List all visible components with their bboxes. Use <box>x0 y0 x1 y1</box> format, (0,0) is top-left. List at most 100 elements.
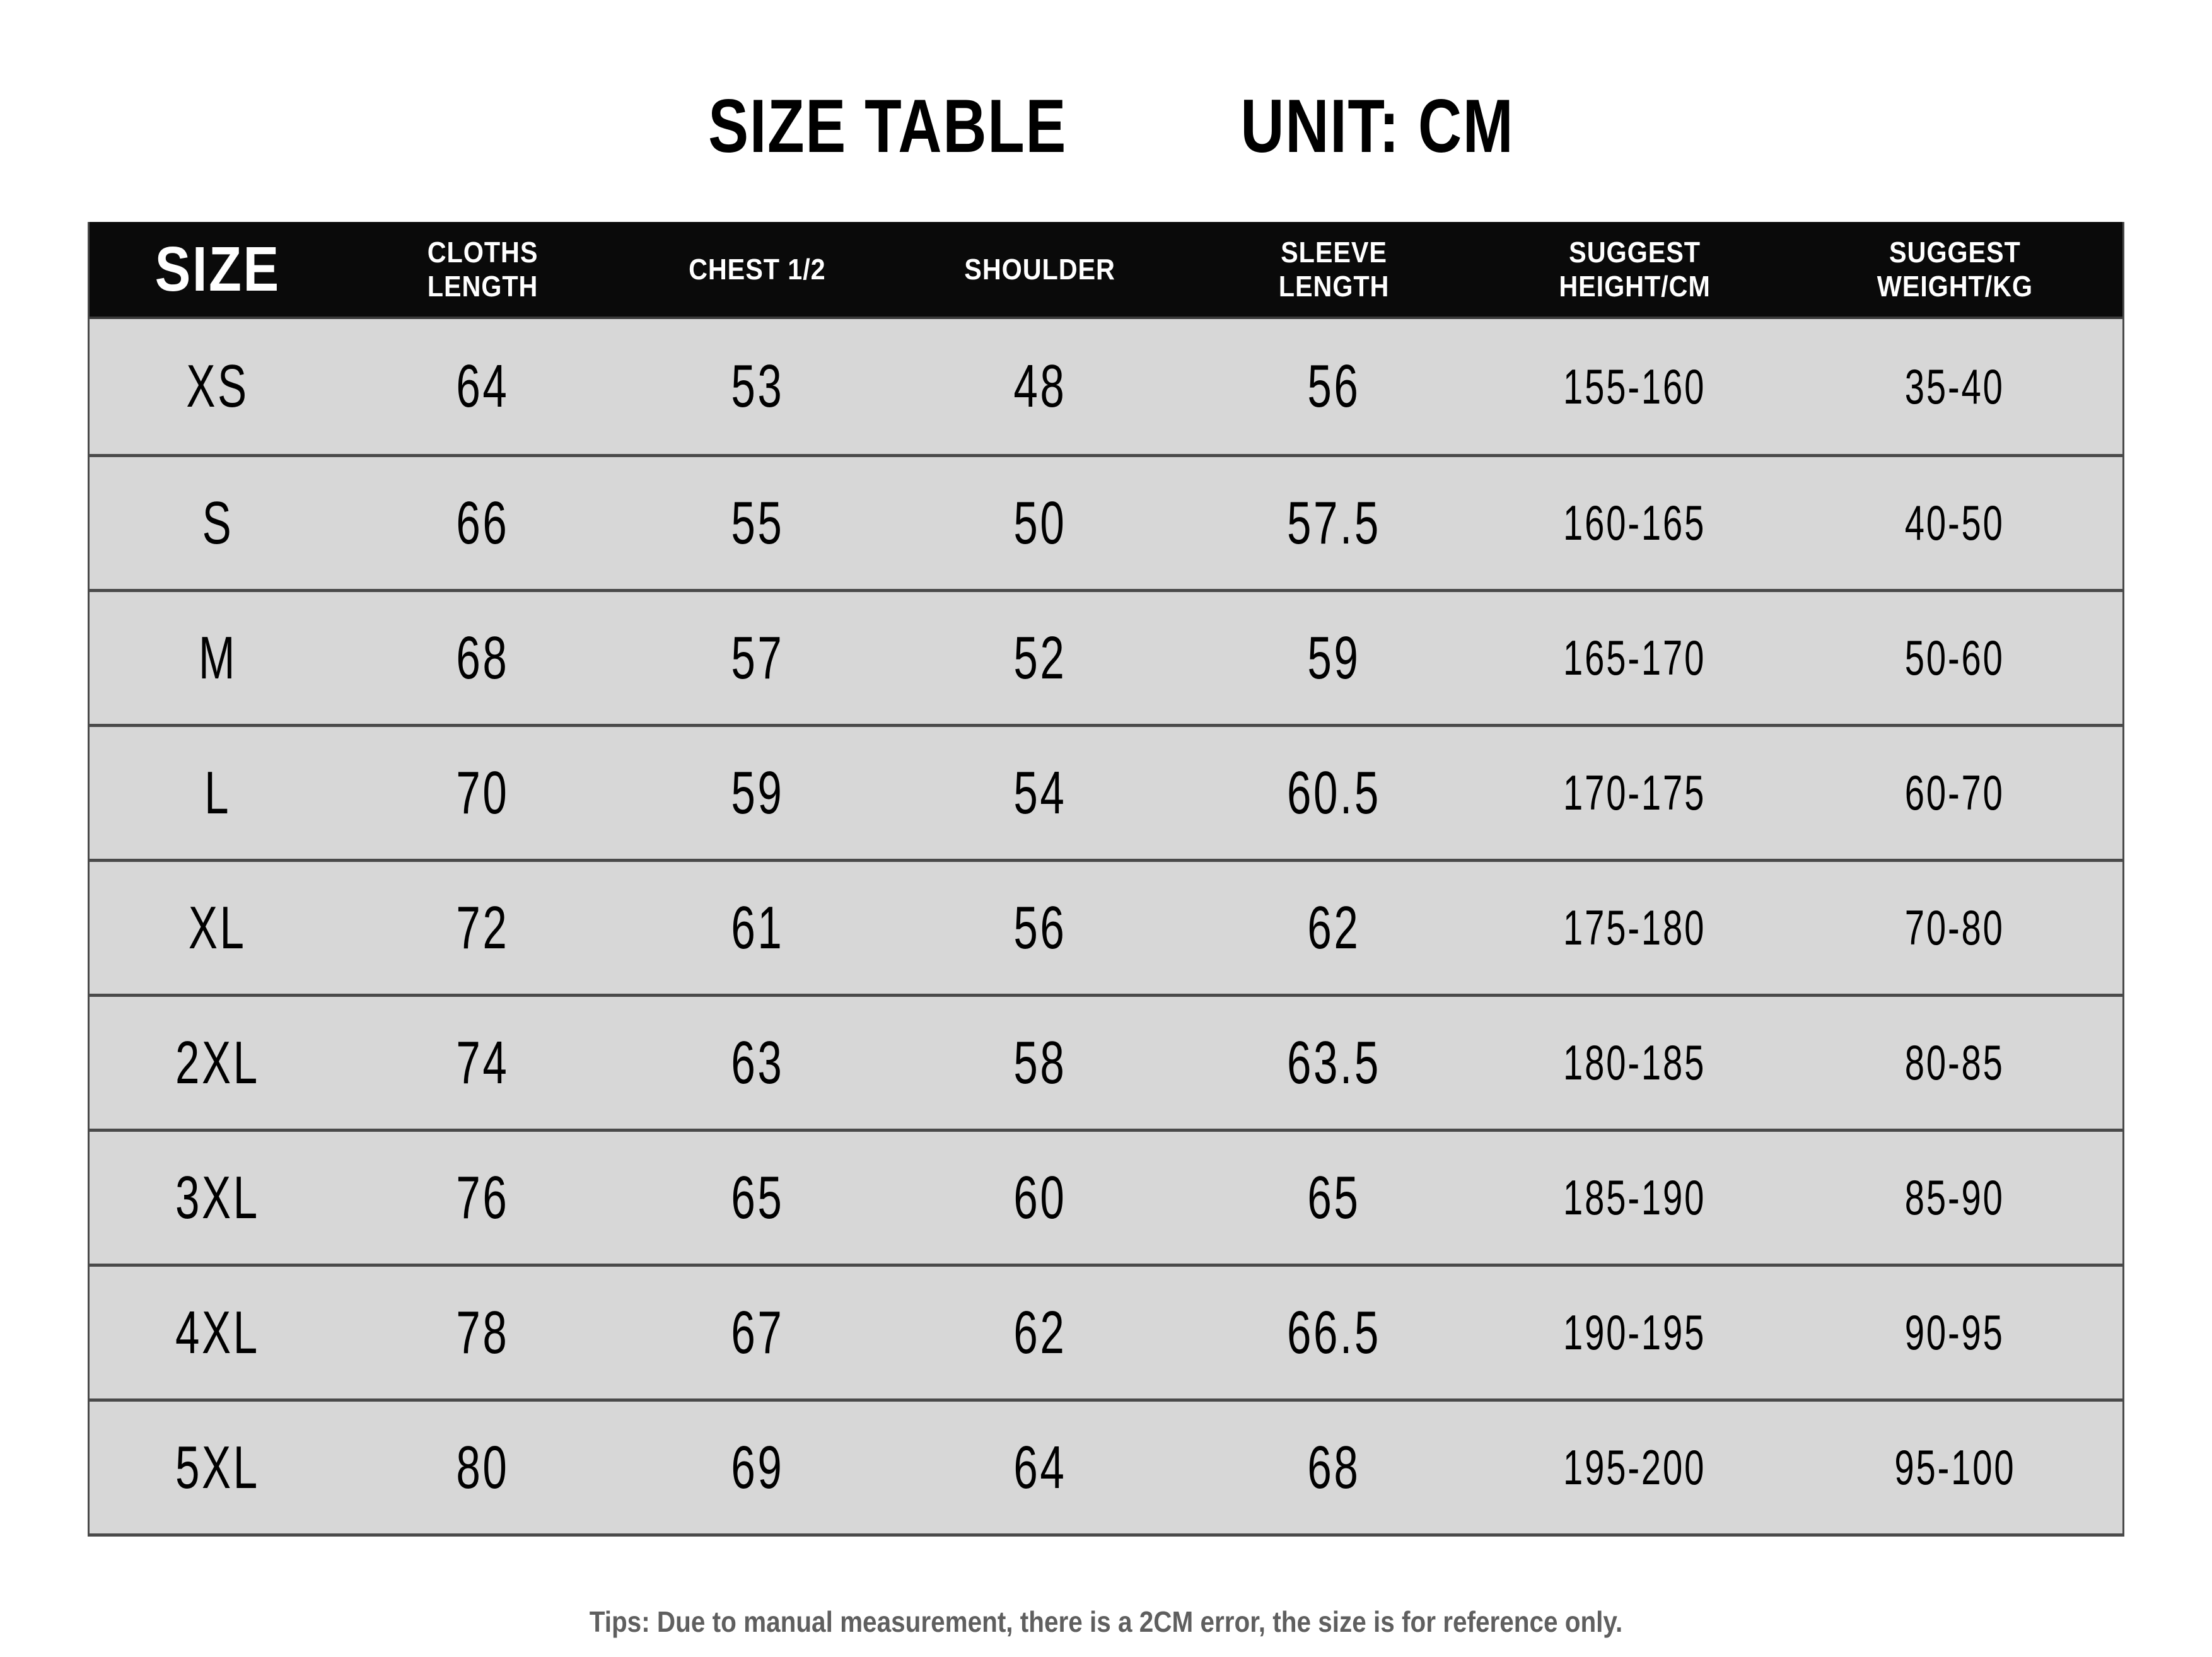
size-cell: XL <box>90 893 346 963</box>
cell-value: 60 <box>1013 1163 1067 1231</box>
cell-value: 155-160 <box>1563 358 1706 414</box>
table-row: 4XL 78 67 62 66.5 190-195 90-95 <box>90 1264 2122 1398</box>
cell-value: 68 <box>1307 1433 1361 1501</box>
cell-value: 76 <box>456 1163 509 1231</box>
size-cell: L <box>90 759 346 828</box>
cell-value: 56 <box>1307 352 1361 420</box>
cell-value: 62 <box>1307 893 1361 962</box>
cell-value: 52 <box>1013 624 1067 692</box>
cell-value: 95-100 <box>1894 1439 2016 1495</box>
column-header: CHEST 1/2 <box>620 252 894 286</box>
cell-value: 195-200 <box>1563 1439 1706 1495</box>
value-cell: 50 <box>895 489 1185 558</box>
value-cell: 60-70 <box>1787 764 2122 822</box>
column-header-label: CLOTHS LENGTH <box>428 235 538 303</box>
cell-value: 64 <box>456 352 509 420</box>
cell-value: 35-40 <box>1904 358 2005 414</box>
table-header-row: SIZE CLOTHS LENGTH CHEST 1/2 SHOULDER SLEEVE… <box>90 222 2122 317</box>
size-cell: 4XL <box>90 1298 346 1368</box>
value-cell: 90-95 <box>1787 1304 2122 1361</box>
value-cell: 57 <box>620 624 894 693</box>
footer-tip: Tips: Due to manual measurement, there i… <box>0 1605 2212 1639</box>
cell-value: 58 <box>1013 1028 1067 1096</box>
page-title: SIZE TABLE UNIT: CM <box>0 88 2212 164</box>
value-cell: 74 <box>346 1028 620 1098</box>
size-label: XL <box>189 893 247 962</box>
cell-value: 160-165 <box>1563 495 1706 550</box>
cell-value: 66.5 <box>1286 1298 1381 1366</box>
value-cell: 35-40 <box>1787 358 2122 416</box>
cell-value: 90-95 <box>1904 1305 2005 1360</box>
value-cell: 57.5 <box>1185 489 1482 558</box>
cell-value: 59 <box>1307 624 1361 692</box>
column-header: SUGGEST HEIGHT/CM <box>1482 235 1787 304</box>
cell-value: 68 <box>456 624 509 692</box>
cell-value: 64 <box>1013 1433 1067 1501</box>
value-cell: 80 <box>346 1433 620 1503</box>
table-row: XS 64 53 48 56 155-160 35-40 <box>90 319 2122 454</box>
value-cell: 185-190 <box>1482 1169 1787 1226</box>
value-cell: 52 <box>895 624 1185 693</box>
value-cell: 61 <box>620 893 894 963</box>
value-cell: 64 <box>895 1433 1185 1503</box>
value-cell: 69 <box>620 1433 894 1503</box>
size-label: 4XL <box>175 1298 260 1366</box>
size-label: L <box>204 759 231 827</box>
column-header: SLEEVE LENGTH <box>1185 235 1482 304</box>
value-cell: 68 <box>1185 1433 1482 1503</box>
value-cell: 85-90 <box>1787 1169 2122 1226</box>
cell-value: 57.5 <box>1286 489 1381 557</box>
value-cell: 165-170 <box>1482 629 1787 687</box>
cell-value: 54 <box>1013 759 1067 827</box>
value-cell: 70 <box>346 759 620 828</box>
value-cell: 72 <box>346 893 620 963</box>
cell-value: 48 <box>1013 352 1067 420</box>
value-cell: 66 <box>346 489 620 558</box>
cell-value: 180-185 <box>1563 1035 1706 1090</box>
cell-value: 61 <box>731 893 784 962</box>
cell-value: 62 <box>1013 1298 1067 1366</box>
value-cell: 175-180 <box>1482 899 1787 956</box>
value-cell: 155-160 <box>1482 358 1787 416</box>
table-row: M 68 57 52 59 165-170 50-60 <box>90 589 2122 724</box>
column-header: SIZE <box>90 232 346 306</box>
value-cell: 50-60 <box>1787 629 2122 687</box>
size-table: SIZE CLOTHS LENGTH CHEST 1/2 SHOULDER SLEEVE… <box>88 222 2124 1537</box>
table-row: S 66 55 50 57.5 160-165 40-50 <box>90 454 2122 589</box>
size-label: M <box>198 624 237 692</box>
value-cell: 54 <box>895 759 1185 828</box>
title-main: SIZE TABLE <box>708 84 1068 168</box>
cell-value: 69 <box>731 1433 784 1501</box>
cell-value: 59 <box>731 759 784 827</box>
cell-value: 74 <box>456 1028 509 1096</box>
size-label: 5XL <box>175 1433 260 1501</box>
value-cell: 59 <box>1185 624 1482 693</box>
value-cell: 195-200 <box>1482 1439 1787 1496</box>
column-header-label: SHOULDER <box>964 252 1115 286</box>
cell-value: 78 <box>456 1298 509 1366</box>
cell-value: 40-50 <box>1904 495 2005 550</box>
value-cell: 40-50 <box>1787 494 2122 552</box>
cell-value: 60.5 <box>1286 759 1381 827</box>
cell-value: 85-90 <box>1904 1170 2005 1225</box>
value-cell: 66.5 <box>1185 1298 1482 1368</box>
cell-value: 65 <box>731 1163 784 1231</box>
column-header-label: SLEEVE LENGTH <box>1278 235 1389 303</box>
table-row: 3XL 76 65 60 65 185-190 85-90 <box>90 1129 2122 1264</box>
size-cell: XS <box>90 352 346 421</box>
cell-value: 80 <box>456 1433 509 1501</box>
value-cell: 70-80 <box>1787 899 2122 956</box>
table-row: XL 72 61 56 62 175-180 70-80 <box>90 859 2122 994</box>
cell-value: 63 <box>731 1028 784 1096</box>
value-cell: 68 <box>346 624 620 693</box>
cell-value: 65 <box>1307 1163 1361 1231</box>
cell-value: 170-175 <box>1563 765 1706 820</box>
value-cell: 59 <box>620 759 894 828</box>
size-label: 3XL <box>175 1163 260 1231</box>
title-unit: UNIT: CM <box>1240 84 1515 168</box>
value-cell: 58 <box>895 1028 1185 1098</box>
value-cell: 65 <box>1185 1163 1482 1233</box>
value-cell: 65 <box>620 1163 894 1233</box>
column-header-label: CHEST 1/2 <box>689 252 826 286</box>
